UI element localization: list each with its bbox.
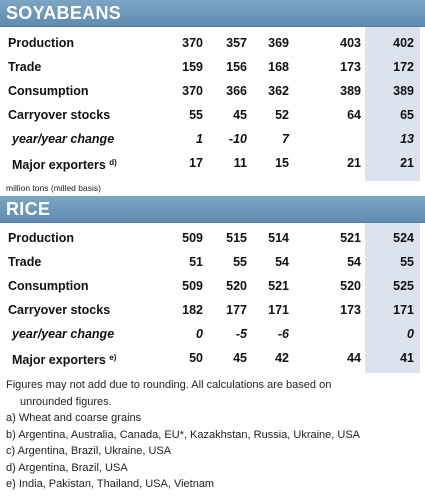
value-cell: 13 [400, 132, 414, 146]
value-cell: 1 [196, 132, 203, 146]
value-cell: 0 [407, 327, 414, 341]
soyabeans-header: SOYABEANS [0, 0, 425, 27]
row-label: Production [8, 231, 74, 245]
value-cell: 182 [182, 303, 203, 317]
value-cell: 173 [340, 303, 361, 317]
value-cell: 357 [226, 36, 247, 50]
value-cell: 389 [393, 84, 414, 98]
value-cell: 7 [282, 132, 289, 146]
value-cell: 520 [340, 279, 361, 293]
value-cell: 55 [189, 108, 203, 122]
value-cell: 521 [340, 231, 361, 245]
row-label: Consumption [8, 84, 89, 98]
row-label: Trade [8, 60, 42, 74]
soy-row-major-exporters: Major exporters d) 17 11 15 21 21 [0, 151, 425, 175]
note-rounding: Figures may not add due to rounding. All… [6, 379, 332, 391]
value-cell: 0 [196, 327, 203, 341]
soy-row-carryover-stocks: Carryover stocks 55 45 52 64 65 [0, 103, 425, 127]
note-e: e) India, Pakistan, Thailand, USA, Vietn… [6, 478, 215, 490]
value-cell: 64 [347, 108, 361, 122]
value-cell: 44 [347, 351, 361, 365]
note-a: a) Wheat and coarse grains [6, 412, 142, 424]
value-cell: 65 [400, 108, 414, 122]
rice-row-consumption: Consumption 509 520 521 520 525 [0, 274, 425, 298]
value-cell: 159 [182, 60, 203, 74]
value-cell: -6 [277, 327, 289, 341]
rice-row-carryover-stocks: Carryover stocks 182 177 171 173 171 [0, 298, 425, 322]
note-rounding-cont: unrounded figures. [20, 395, 112, 408]
value-cell: 45 [233, 351, 247, 365]
rice-row-year-change: year/year change 0 -5 -6 0 [0, 322, 425, 346]
row-label: Carryover stocks [8, 303, 111, 317]
value-cell: 173 [340, 60, 361, 74]
value-cell: 402 [393, 36, 414, 50]
forecast-column-shade [365, 27, 420, 181]
value-cell: 11 [233, 156, 247, 170]
rice-row-major-exporters: Major exporters e) 50 45 42 44 41 [0, 346, 425, 370]
value-cell: 515 [226, 231, 247, 245]
value-cell: -10 [228, 132, 247, 146]
value-cell: 21 [400, 156, 414, 170]
footnotes: Figures may not add due to rounding. All… [0, 373, 425, 493]
value-cell: 55 [400, 255, 414, 269]
value-cell: 54 [275, 255, 289, 269]
value-cell: 42 [275, 351, 289, 365]
value-cell: 177 [226, 303, 247, 317]
value-cell: -5 [235, 327, 247, 341]
row-label: Major exporters d) [12, 158, 117, 172]
value-cell: 525 [393, 279, 414, 293]
value-cell: 54 [347, 255, 361, 269]
row-label: Trade [8, 255, 42, 269]
footnote-ref: e) [109, 353, 117, 362]
forecast-column-shade [365, 223, 420, 373]
value-cell: 51 [189, 255, 203, 269]
value-cell: 171 [393, 303, 414, 317]
value-cell: 370 [182, 84, 203, 98]
row-label: Major exporters e) [12, 353, 117, 367]
rice-table: Production 509 515 514 521 524 Trade 51 … [0, 223, 425, 373]
soyabeans-table: Production 370 357 369 403 402 Trade 159… [0, 27, 425, 181]
value-cell: 521 [268, 279, 289, 293]
note-c: c) Argentina, Brazil, Ukraine, USA [6, 445, 172, 457]
row-label: year/year change [12, 132, 115, 146]
rice-row-production: Production 509 515 514 521 524 [0, 226, 425, 250]
value-cell: 370 [182, 36, 203, 50]
value-cell: 389 [340, 84, 361, 98]
row-label: Consumption [8, 279, 89, 293]
soy-row-production: Production 370 357 369 403 402 [0, 31, 425, 55]
units-note: million tons (milled basis) [6, 183, 101, 193]
rice-header: RICE [0, 196, 425, 223]
value-cell: 172 [393, 60, 414, 74]
value-cell: 45 [233, 108, 247, 122]
rice-row-trade: Trade 51 55 54 54 55 [0, 250, 425, 274]
value-cell: 362 [268, 84, 289, 98]
footnote-ref: d) [109, 158, 117, 167]
note-d: d) Argentina, Brazil, USA [6, 461, 128, 474]
row-label: year/year change [12, 327, 115, 341]
soy-row-year-change: year/year change 1 -10 7 13 [0, 127, 425, 151]
value-cell: 52 [275, 108, 289, 122]
value-cell: 17 [189, 156, 203, 170]
value-cell: 403 [340, 36, 361, 50]
value-cell: 509 [182, 231, 203, 245]
value-cell: 514 [268, 231, 289, 245]
note-b: b) Argentina, Australia, Canada, EU*, Ka… [6, 428, 361, 441]
value-cell: 520 [226, 279, 247, 293]
value-cell: 524 [393, 231, 414, 245]
value-cell: 171 [268, 303, 289, 317]
value-cell: 50 [189, 351, 203, 365]
value-cell: 156 [226, 60, 247, 74]
value-cell: 369 [268, 36, 289, 50]
value-cell: 15 [275, 156, 289, 170]
value-cell: 55 [233, 255, 247, 269]
soy-row-trade: Trade 159 156 168 173 172 [0, 55, 425, 79]
value-cell: 168 [268, 60, 289, 74]
soy-row-consumption: Consumption 370 366 362 389 389 [0, 79, 425, 103]
value-cell: 41 [400, 351, 414, 365]
value-cell: 509 [182, 279, 203, 293]
row-label: Carryover stocks [8, 108, 111, 122]
row-label: Production [8, 36, 74, 50]
value-cell: 366 [226, 84, 247, 98]
value-cell: 21 [347, 156, 361, 170]
